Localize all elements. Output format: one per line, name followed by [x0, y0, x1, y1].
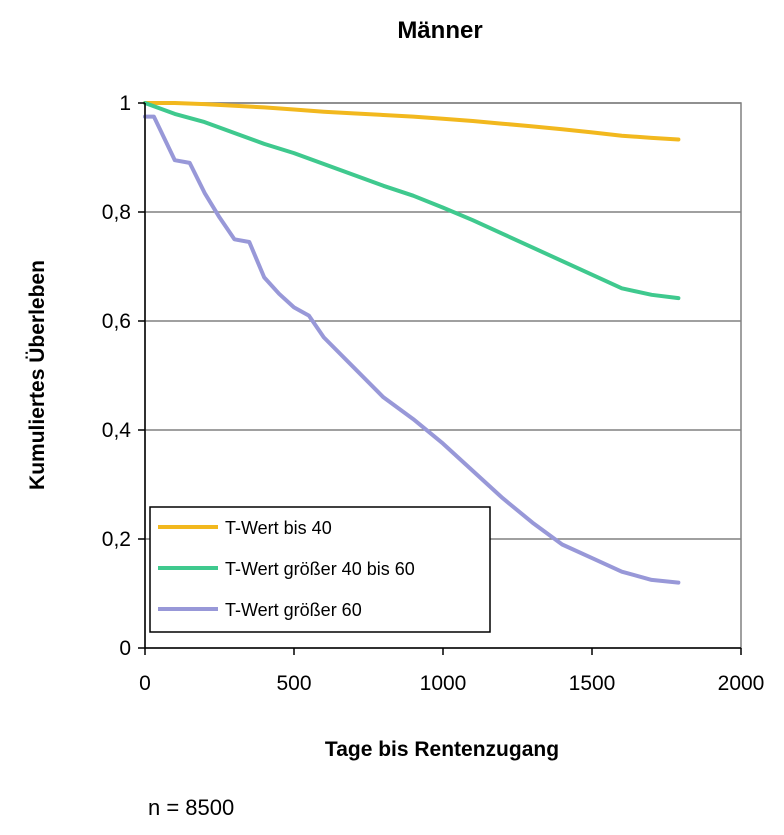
- legend: T-Wert bis 40 T-Wert größer 40 bis 60 T-We…: [149, 506, 491, 633]
- series-lines: [143, 101, 681, 585]
- series-line-2: [143, 101, 681, 301]
- legend-label: T-Wert bis 40: [225, 518, 332, 538]
- series-line-3: [143, 114, 681, 585]
- y-axis-title: Kumuliertes Überleben: [26, 260, 49, 490]
- x-tick-label: 1500: [569, 672, 616, 695]
- x-tick-label: 1000: [420, 672, 467, 695]
- x-tick-label: 2000: [718, 672, 765, 695]
- y-tick-label: 1: [119, 92, 131, 115]
- x-tick-label: 0: [139, 672, 151, 695]
- y-tick-label: 0,2: [102, 528, 131, 551]
- x-tick-label: 500: [276, 672, 311, 695]
- sample-size-note: n = 8500: [148, 795, 234, 820]
- y-tick-label: 0,6: [102, 310, 131, 333]
- legend-label: T-Wert größer 40 bis 60: [225, 559, 415, 579]
- y-axis-ticks: 0 0,2 0,4 0,6 0,8 1: [102, 92, 146, 660]
- y-tick-label: 0: [119, 637, 131, 660]
- x-axis-ticks: 0 500 1000 1500 2000: [139, 647, 765, 695]
- y-tick-label: 0,8: [102, 201, 131, 224]
- legend-label: T-Wert größer 60: [225, 600, 362, 620]
- x-axis-title: Tage bis Rentenzugang: [325, 738, 559, 761]
- chart-title: Männer: [397, 17, 482, 44]
- series-line-1: [143, 101, 681, 142]
- y-tick-label: 0,4: [102, 419, 132, 442]
